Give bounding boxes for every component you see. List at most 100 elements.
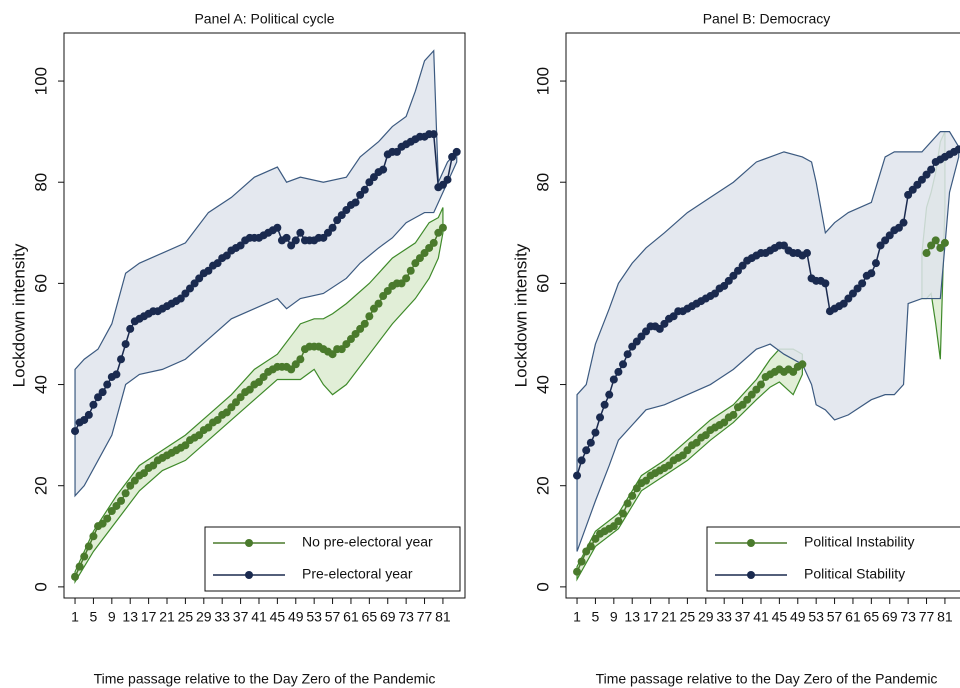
data-point: [195, 274, 204, 283]
data-point: [107, 506, 116, 515]
x-tick-label: 21: [661, 609, 677, 625]
x-tick-label: 77: [417, 609, 433, 625]
x-tick-label: 29: [196, 609, 212, 625]
x-tick-label: 1: [573, 609, 581, 625]
x-tick-label: 61: [343, 609, 359, 625]
x-tick-label: 57: [827, 609, 843, 625]
data-point: [328, 223, 337, 232]
data-point: [346, 335, 355, 344]
legend-label: Political Instability: [804, 534, 915, 550]
data-point: [779, 241, 788, 250]
data-point: [360, 185, 369, 194]
data-point: [323, 228, 332, 237]
data-point: [186, 284, 195, 293]
data-point: [798, 360, 807, 369]
data-point: [747, 390, 756, 399]
data-point: [117, 496, 126, 505]
data-point: [204, 423, 213, 432]
data-point: [724, 276, 733, 285]
y-tick-label: 40: [31, 375, 50, 394]
data-point: [254, 378, 263, 387]
plot-frame: [63, 32, 466, 599]
x-tick-label: 9: [610, 609, 618, 625]
confidence-band: [74, 207, 444, 584]
y-tick-label: 80: [533, 173, 552, 192]
data-point: [397, 279, 406, 288]
data-point: [98, 388, 107, 397]
data-point: [908, 185, 917, 194]
data-point: [236, 393, 245, 402]
data-point: [729, 410, 738, 419]
data-point: [438, 180, 447, 189]
data-point: [623, 350, 632, 359]
data-point: [913, 180, 922, 189]
data-point: [586, 542, 595, 551]
y-tick-label: 0: [31, 582, 50, 591]
data-point: [121, 340, 130, 349]
plot-area: [573, 131, 960, 582]
y-tick-label: 100: [533, 67, 552, 95]
legend-marker: [245, 539, 253, 547]
data-point: [80, 552, 89, 561]
data-point: [632, 484, 641, 493]
data-point: [752, 385, 761, 394]
data-point: [756, 380, 765, 389]
x-tick-label: 41: [251, 609, 267, 625]
data-point: [678, 451, 687, 460]
x-tick-label: 17: [643, 609, 659, 625]
data-point: [411, 259, 420, 268]
data-point: [126, 324, 135, 333]
x-tick-label: 81: [937, 609, 953, 625]
data-point: [927, 165, 936, 174]
data-point: [632, 337, 641, 346]
data-point: [586, 438, 595, 447]
legend-marker: [747, 539, 755, 547]
data-point: [84, 410, 93, 419]
y-tick-label: 60: [533, 274, 552, 293]
data-point: [628, 342, 637, 351]
data-point: [927, 241, 936, 250]
data-point: [190, 279, 199, 288]
data-point: [365, 312, 374, 321]
data-point: [876, 241, 885, 250]
legend-marker: [245, 571, 253, 579]
x-tick-label: 33: [214, 609, 230, 625]
data-point: [743, 395, 752, 404]
data-point: [904, 190, 913, 199]
data-point: [821, 279, 830, 288]
x-tick-label: 41: [753, 609, 769, 625]
data-point: [84, 542, 93, 551]
data-point: [577, 456, 586, 465]
x-tick-label: 9: [108, 609, 116, 625]
data-point: [848, 289, 857, 298]
data-point: [591, 534, 600, 543]
data-point: [628, 491, 637, 500]
data-point: [356, 190, 365, 199]
y-axis-label: Lockdown intensity: [9, 243, 28, 387]
x-tick-label: 25: [680, 609, 696, 625]
data-point: [273, 223, 282, 232]
data-point: [287, 241, 296, 250]
x-tick-label: 37: [233, 609, 249, 625]
x-tick-label: 45: [772, 609, 788, 625]
x-tick-label: 49: [790, 609, 806, 625]
data-point: [89, 532, 98, 541]
data-point: [871, 259, 880, 268]
x-tick-label: 33: [716, 609, 732, 625]
data-point: [853, 284, 862, 293]
data-point: [415, 254, 424, 263]
data-point: [448, 152, 457, 161]
data-point: [582, 446, 591, 455]
x-tick-label: 13: [122, 609, 138, 625]
data-point: [802, 249, 811, 258]
data-point: [729, 271, 738, 280]
data-point: [112, 501, 121, 510]
data-point: [894, 223, 903, 232]
data-point: [420, 249, 429, 258]
data-point: [619, 509, 628, 518]
data-point: [614, 517, 623, 526]
data-point: [931, 236, 940, 245]
legend-box: [204, 526, 461, 592]
data-point: [351, 329, 360, 338]
